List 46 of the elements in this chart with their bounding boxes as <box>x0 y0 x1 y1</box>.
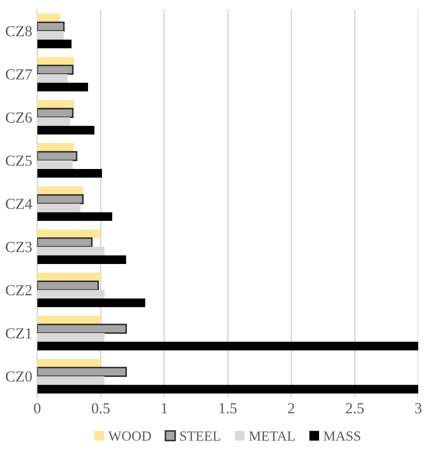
x-tick-label: 1.5 <box>220 403 237 414</box>
bar <box>37 237 93 248</box>
bar <box>37 212 112 221</box>
bar <box>37 82 88 92</box>
x-tick-label: 2 <box>288 403 294 414</box>
y-tick-label: CZ6 <box>6 112 32 123</box>
bar <box>37 126 94 135</box>
bar <box>37 229 101 238</box>
x-tick-label: 1 <box>162 403 168 414</box>
bar <box>37 324 127 334</box>
bar <box>37 56 74 66</box>
legend-label: MASS <box>324 431 360 441</box>
y-tick-label: CZ1 <box>6 328 32 339</box>
x-tick-label: 3 <box>415 403 422 414</box>
bar <box>37 358 101 368</box>
bar <box>37 100 74 109</box>
bar <box>37 64 74 75</box>
bar <box>37 366 127 377</box>
bar <box>37 280 99 291</box>
bar <box>37 194 84 204</box>
bar <box>37 169 102 178</box>
bar <box>37 40 72 48</box>
y-tick-label: CZ8 <box>6 26 32 36</box>
bar <box>37 272 101 282</box>
bar <box>37 342 418 350</box>
bar <box>37 14 60 22</box>
y-tick-label: CZ0 <box>6 371 32 382</box>
x-tick-label: 2.5 <box>346 403 364 414</box>
bar <box>37 384 418 394</box>
bar <box>37 186 83 195</box>
bar <box>37 143 74 152</box>
y-tick-label: CZ5 <box>6 156 32 166</box>
bar <box>37 255 126 264</box>
bar <box>37 298 146 308</box>
bar <box>37 22 65 32</box>
legend-label: METAL <box>249 431 295 441</box>
y-tick-label: CZ7 <box>6 69 32 80</box>
y-tick-label: CZ4 <box>6 198 32 210</box>
x-tick-label: 0.5 <box>92 403 110 414</box>
y-tick-label: CZ2 <box>6 285 32 296</box>
bar <box>37 108 74 118</box>
legend-label: WOOD <box>108 431 151 441</box>
bar <box>37 151 78 162</box>
y-tick-label: CZ3 <box>6 242 32 252</box>
legend-label: STEEL <box>180 431 220 441</box>
x-tick-label: 0 <box>34 403 40 414</box>
